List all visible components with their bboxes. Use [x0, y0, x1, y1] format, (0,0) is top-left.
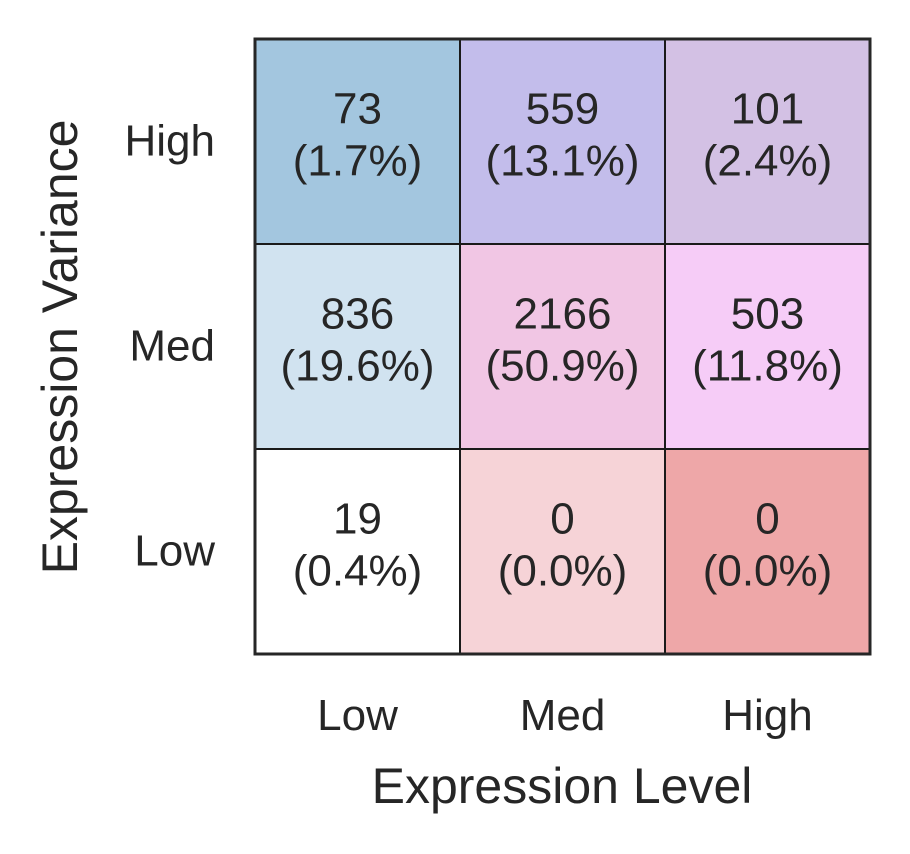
y-tick-label: High	[125, 117, 216, 166]
cell-count-label: 0	[550, 495, 574, 544]
cell-count-label: 73	[333, 85, 382, 134]
x-tick-labels: Low Med High	[317, 691, 813, 740]
cell-percent-label: (13.1%)	[485, 137, 639, 186]
cell-percent-label: (19.6%)	[280, 342, 434, 391]
heatmap-cell	[459, 448, 666, 655]
cell-labels: 73(1.7%) 559(13.1%) 101(2.4%) 836(19.6%) 216…	[280, 85, 842, 596]
cell-count-label: 19	[333, 495, 382, 544]
x-tick-label: High	[722, 691, 813, 740]
heatmap-cell	[459, 243, 666, 450]
y-tick-label: Med	[129, 322, 215, 371]
cell-count-label: 503	[731, 290, 804, 339]
y-axis-title: Expression Variance	[32, 120, 88, 575]
cell-count-label: 559	[526, 85, 599, 134]
heatmap-cells	[254, 38, 871, 655]
cell-count-label: 2166	[514, 290, 612, 339]
x-tick-label: Low	[317, 691, 398, 740]
heatmap-cell	[254, 38, 461, 245]
cell-percent-label: (0.0%)	[703, 547, 833, 596]
cell-count-label: 836	[321, 290, 394, 339]
heatmap-cell	[254, 243, 461, 450]
cell-percent-label: (2.4%)	[703, 137, 833, 186]
y-tick-labels: High Med Low	[125, 117, 216, 576]
cell-percent-label: (0.4%)	[293, 547, 423, 596]
cell-percent-label: (50.9%)	[485, 342, 639, 391]
x-tick-label: Med	[520, 691, 606, 740]
cell-count-label: 0	[755, 495, 779, 544]
cell-count-label: 101	[731, 85, 804, 134]
cell-percent-label: (1.7%)	[293, 137, 423, 186]
y-tick-label: Low	[134, 527, 215, 576]
x-axis-title: Expression Level	[372, 758, 753, 814]
plot-frame	[253, 37, 872, 656]
heatmap-cell	[664, 243, 871, 450]
cell-percent-label: (0.0%)	[498, 547, 628, 596]
heatmap-cell	[459, 38, 666, 245]
cell-percent-label: (11.8%)	[692, 342, 843, 391]
